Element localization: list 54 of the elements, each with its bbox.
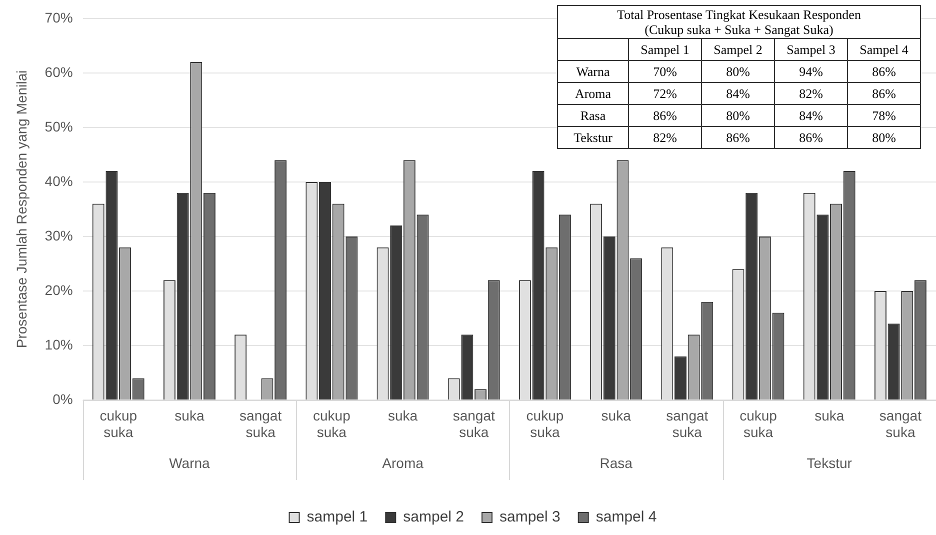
text: Total Prosentase Tingkat Kesukaan Responden (Cukup suka + Suka + Sangat Suka) xyxy=(558,6,920,38)
category-label: Rasa xyxy=(580,108,606,122)
y-tick-label: 40% xyxy=(44,172,73,189)
y-tick-label: 0% xyxy=(52,390,73,407)
text: 86% xyxy=(653,108,677,122)
text: 72% xyxy=(653,86,677,100)
text: 94% xyxy=(799,64,823,78)
category-label: Sampel 2 xyxy=(702,38,774,60)
category-label: Sampel 1 xyxy=(628,38,702,60)
category-label: Sampel 4 xyxy=(848,38,920,60)
legend-label: sampel 3 xyxy=(500,508,560,526)
text: Warna xyxy=(169,454,210,471)
y-tick-label: 60% xyxy=(44,64,73,80)
category-label: Warna xyxy=(576,64,610,78)
text: 82% xyxy=(799,86,823,100)
text: 86% xyxy=(872,64,896,78)
y-tick-label: 50% xyxy=(44,118,73,134)
legend-label: sampel 1 xyxy=(306,508,368,526)
x-tick-label: sangat suka xyxy=(452,407,495,440)
legend-label: sampel 2 xyxy=(403,508,464,526)
text: 86% xyxy=(872,86,896,100)
y-tick-label: 20% xyxy=(44,282,73,298)
text: 70% xyxy=(653,64,677,78)
x-tick-label: suka xyxy=(174,407,204,424)
y-tick-label: 30% xyxy=(44,227,73,244)
x-tick-label: sangat suka xyxy=(666,407,708,440)
text: 78% xyxy=(872,108,896,122)
text: Tekstur xyxy=(806,454,852,471)
text: 84% xyxy=(726,86,750,100)
category-label: Aroma xyxy=(574,86,612,100)
legend-label: sampel 4 xyxy=(596,508,657,526)
text: 82% xyxy=(653,130,677,144)
x-tick-label: suka xyxy=(388,407,418,424)
text: Rasa xyxy=(600,454,633,471)
x-tick-label: cukup suka xyxy=(740,407,778,440)
text: 80% xyxy=(726,108,750,122)
category-label: Sampel 3 xyxy=(774,38,848,60)
y-tick-label: 10% xyxy=(44,336,73,352)
x-tick-label: sangat suka xyxy=(240,407,282,440)
x-tick-label: cukup suka xyxy=(526,407,564,440)
category-label: Tekstur xyxy=(574,130,612,144)
x-tick-label: cukup suka xyxy=(312,407,351,440)
text: 84% xyxy=(799,108,823,122)
y-tick-label: 70% xyxy=(44,9,73,26)
text: Aroma xyxy=(382,454,424,471)
x-tick-label: suka xyxy=(601,407,632,424)
text: 80% xyxy=(726,64,750,78)
text: 80% xyxy=(872,130,896,144)
x-tick-label: suka xyxy=(814,407,844,424)
text: 86% xyxy=(726,130,750,144)
x-tick-label: cukup suka xyxy=(100,407,138,440)
text: 86% xyxy=(799,130,823,144)
x-tick-label: sangat suka xyxy=(879,407,922,440)
y-axis-title: Prosentase Jumlah Responden yang Menilai xyxy=(13,70,30,348)
